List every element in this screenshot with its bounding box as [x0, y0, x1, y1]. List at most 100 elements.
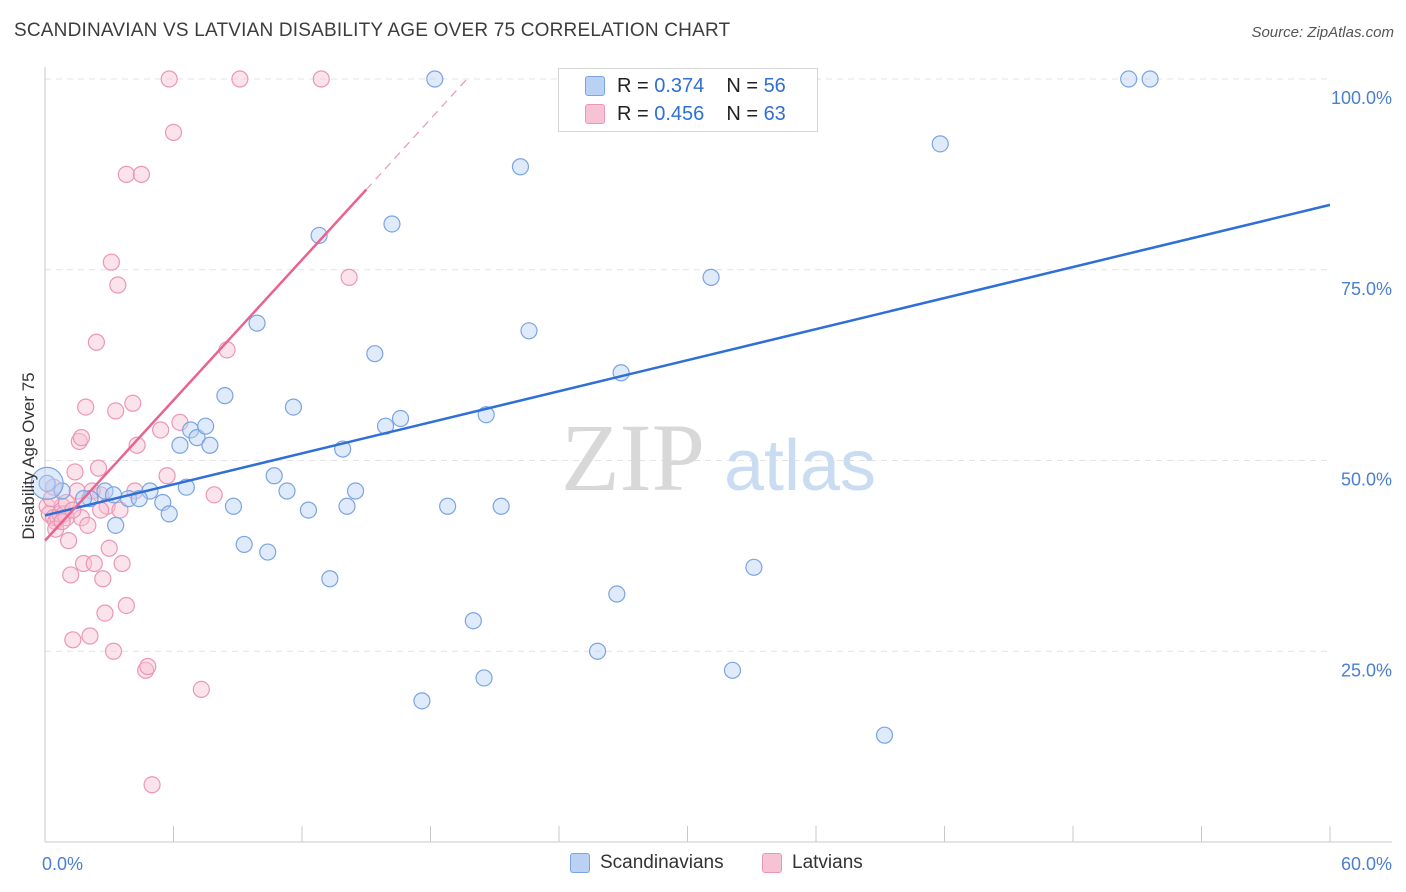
- latvians-point: [77, 398, 95, 416]
- latvians-point: [231, 70, 249, 88]
- scandinavians-point: [346, 482, 365, 500]
- gridlines: [45, 78, 1330, 652]
- latvians-point: [109, 276, 127, 294]
- scandinavians-point: [235, 535, 253, 554]
- scandinavians-point: [426, 70, 444, 88]
- latvians-trend-line: [44, 188, 368, 542]
- watermark-atlas: atlas: [724, 426, 876, 506]
- latvians-point: [160, 70, 178, 88]
- scandinavians-point: [259, 543, 277, 561]
- scandinavians-label: Scandinavians: [600, 852, 724, 873]
- latvians-point: [100, 539, 118, 557]
- scandinavians-point: [588, 642, 607, 660]
- watermark: ZIP atlas: [561, 404, 876, 511]
- scandinavians-point: [284, 398, 303, 416]
- y-tick-label: 50.0%: [1341, 470, 1392, 490]
- scandinavians-point: [439, 497, 457, 515]
- scandinavians-point: [338, 497, 356, 515]
- scandinavians-point: [107, 516, 125, 534]
- scandinavians-point: [224, 497, 243, 515]
- legend-r-label: R =: [617, 74, 649, 97]
- latvians-point: [102, 253, 120, 271]
- y-tick-label: 100.0%: [1331, 88, 1392, 108]
- latvians-point: [340, 268, 358, 286]
- scandinavians-point: [931, 135, 949, 153]
- scandinavians-point: [511, 158, 530, 176]
- latvians-point: [218, 341, 236, 359]
- scandinavians-point: [492, 497, 510, 515]
- latvians-point: [205, 486, 223, 504]
- latvians-point: [72, 429, 91, 447]
- scandinavians-point: [475, 669, 493, 687]
- latvians-point: [164, 123, 183, 142]
- latvians-point: [117, 165, 135, 183]
- latvians-point: [139, 657, 157, 676]
- latvians-point: [128, 436, 146, 454]
- y-tick-label: 75.0%: [1341, 279, 1392, 299]
- scandinavians-point: [201, 436, 219, 454]
- legend-n-value: 56: [763, 74, 786, 97]
- scandinavians-point: [723, 661, 742, 679]
- x-tick-label: 60.0%: [1341, 854, 1392, 874]
- latvians-point: [96, 604, 114, 622]
- latvians-point: [107, 402, 125, 420]
- latvians-point: [113, 554, 131, 573]
- latvians-point: [152, 421, 170, 439]
- bottom-legend-latvians: Latvians: [762, 852, 863, 874]
- scandinavians-point: [875, 726, 894, 744]
- scandinavians-point: [1120, 70, 1138, 88]
- legend-r-value: 0.456: [654, 102, 705, 125]
- scandinavians-point: [366, 345, 384, 363]
- legend-n-label: N =: [726, 74, 758, 97]
- legend-row-latvians: R = 0.456 N = 63: [585, 101, 786, 127]
- scandinavians-point: [188, 429, 206, 447]
- scandinavians-point: [171, 436, 189, 454]
- scandinavians-point: [197, 417, 215, 435]
- scandinavians-point: [520, 322, 538, 340]
- scandinavians-point: [745, 558, 763, 576]
- scandinavians-point: [321, 570, 339, 588]
- scandinavians-point: [413, 692, 431, 710]
- scandinavians-point: [265, 467, 283, 485]
- latvians-point: [79, 516, 97, 534]
- latvians-label: Latvians: [792, 852, 863, 873]
- latvians-point: [104, 642, 123, 660]
- scandinavians-point: [216, 387, 234, 405]
- latvians-point: [85, 554, 103, 573]
- scandinavians-point: [383, 215, 401, 233]
- latvians-trend-extension: [365, 78, 468, 191]
- scandinavians-point: [248, 314, 266, 332]
- chart-title: SCANDINAVIAN VS LATVIAN DISABILITY AGE O…: [14, 20, 731, 41]
- chart-source: Source: ZipAtlas.com: [1251, 24, 1394, 41]
- latvians-point: [62, 566, 80, 584]
- scandinavians-point: [608, 585, 626, 603]
- legend-r-value: 0.374: [654, 74, 705, 97]
- trend-lines: [44, 78, 1331, 542]
- latvians-point: [132, 165, 150, 183]
- scandinavians-cluster-point: [30, 466, 64, 500]
- scandinavians-trend-line: [44, 203, 1331, 517]
- watermark-zip: ZIP: [561, 404, 705, 511]
- tick-labels: 100.0% 75.0% 50.0% 25.0% 0.0% 60.0%: [42, 88, 1392, 874]
- legend-n-label: N =: [726, 102, 758, 125]
- latvians-point: [81, 627, 99, 645]
- y-tick-label: 25.0%: [1341, 660, 1392, 680]
- latvians-point: [64, 631, 82, 649]
- latvians-point: [87, 333, 106, 351]
- scandinavians-point: [310, 226, 328, 245]
- legend-n-value: 63: [763, 102, 786, 125]
- scandinavians-point: [464, 612, 482, 630]
- bottom-legend-scandinavians: Scandinavians: [570, 852, 724, 874]
- legend-r-label: R =: [617, 102, 649, 125]
- latvians-point: [89, 459, 108, 477]
- scandinavians-point: [160, 505, 178, 523]
- axes: [44, 67, 1392, 843]
- y-axis-label: Disability Age Over 75: [19, 372, 38, 539]
- latvians-point: [66, 463, 84, 481]
- scandinavians-point: [1141, 70, 1159, 88]
- latvians-point: [192, 680, 210, 699]
- latvians-point: [158, 467, 176, 485]
- scandinavians-point: [299, 501, 318, 519]
- legend-swatch-blue: [585, 76, 605, 96]
